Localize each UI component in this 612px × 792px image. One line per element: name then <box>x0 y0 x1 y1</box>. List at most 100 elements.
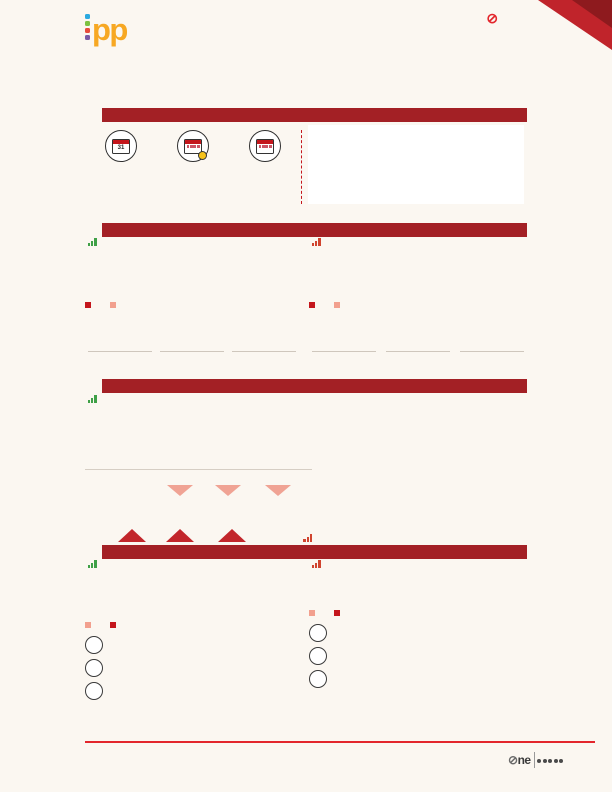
hbar-row <box>309 668 527 688</box>
legend-swatch-red <box>334 610 340 616</box>
down-arrow <box>251 485 305 497</box>
bar-category <box>383 354 453 368</box>
hbar-row <box>309 645 527 665</box>
social-icon[interactable] <box>542 759 547 763</box>
twelve-decreases-column <box>309 560 527 691</box>
hbar-row <box>309 622 527 642</box>
legend-item-2025 <box>334 610 343 617</box>
bar-group <box>309 313 379 368</box>
bar-group <box>229 313 299 368</box>
variation-accumulated <box>160 130 226 181</box>
bar-category <box>157 354 227 368</box>
legend-item-current <box>85 302 94 309</box>
decrease-chart-icon <box>312 560 321 568</box>
up-arrow <box>105 528 159 542</box>
lodging-icon <box>85 636 103 654</box>
increase-chart-icon <box>88 238 97 246</box>
down-arrow <box>153 485 207 497</box>
one-footer-logo: ⊘ne <box>508 752 564 768</box>
social-icon[interactable] <box>548 759 553 763</box>
twelve-legend <box>85 622 299 629</box>
one-logo: ⊘ <box>462 11 522 26</box>
variation-monthly: 31 <box>88 130 154 181</box>
ipp-logo-dots-icon <box>85 14 90 40</box>
variation-indicators: 31 <box>88 130 298 181</box>
trend-chart-card <box>308 125 524 204</box>
twelve-legend <box>309 610 527 617</box>
year-text-column <box>320 414 527 428</box>
social-icon[interactable] <box>559 759 564 763</box>
up-arrow <box>153 528 207 542</box>
legend-item-2024 <box>85 622 94 629</box>
legend-swatch-salmon <box>309 610 315 616</box>
legend-swatch-red <box>85 302 91 308</box>
month-inc-bar-chart <box>85 313 299 368</box>
ship-icon <box>85 659 103 677</box>
calendar-31-icon: 31 <box>105 130 137 162</box>
month-legend <box>309 302 527 309</box>
calendar-clock-icon <box>177 130 209 162</box>
dashed-divider <box>301 130 302 204</box>
bar-group <box>383 313 453 368</box>
hbar-row <box>85 634 299 654</box>
up-arrow <box>205 528 259 542</box>
bar-group <box>457 313 527 368</box>
legend-item-previous <box>334 302 343 309</box>
bar-category <box>309 354 379 368</box>
section-title-variation <box>102 108 527 122</box>
legend-item-2025 <box>110 622 119 629</box>
decrease-chart-icon <box>303 534 312 542</box>
one-logo-o-icon: ⊘ <box>486 10 498 26</box>
bar-group <box>157 313 227 368</box>
down-arrows <box>85 485 312 542</box>
month-dec-bar-chart <box>309 313 527 368</box>
bulletin-info <box>250 33 527 38</box>
bar-group <box>85 313 155 368</box>
calendar-stack-icon <box>249 130 281 162</box>
airplane-icon <box>309 647 327 665</box>
year-arrows-chart <box>85 395 312 542</box>
twelve-dec-paragraph <box>309 570 527 608</box>
legend-item-previous <box>110 302 119 309</box>
twelve-increases-column <box>85 560 299 703</box>
decrease-chart-icon <box>312 238 321 246</box>
section-title-year <box>102 379 527 393</box>
social-icon[interactable] <box>537 759 542 763</box>
variation-12m <box>232 130 298 181</box>
legend-item-2024 <box>309 610 318 617</box>
legend-swatch-salmon <box>110 302 116 308</box>
legend-swatch-red <box>110 622 116 628</box>
month-dec-paragraph <box>309 249 527 298</box>
bar-category <box>229 354 299 368</box>
footer-rule <box>85 741 595 743</box>
up-arrow-labels <box>85 469 312 484</box>
month-increases-column <box>85 238 299 368</box>
trend-line-chart <box>312 128 520 182</box>
social-icons <box>537 759 564 763</box>
ipp-logo-letters: pp <box>92 12 128 47</box>
bar-category <box>85 354 155 368</box>
month-legend <box>85 302 299 309</box>
bar-category <box>457 354 527 368</box>
month-inc-paragraph <box>85 249 299 298</box>
legend-swatch-salmon <box>334 302 340 308</box>
legend-swatch-red <box>309 302 315 308</box>
travel-agency-icon <box>309 624 327 642</box>
increase-chart-icon <box>88 560 97 568</box>
month-decreases-column <box>309 238 527 371</box>
social-icon[interactable] <box>553 759 558 763</box>
section-title-month <box>102 223 527 237</box>
section-title-twelve <box>102 545 527 559</box>
legend-item-current <box>309 302 318 309</box>
twelve-inc-paragraph <box>85 570 299 620</box>
ipp-logo: pp <box>85 12 133 47</box>
pencil-icon <box>309 670 327 688</box>
hbar-row <box>85 680 299 700</box>
warehouse-icon <box>85 682 103 700</box>
down-arrow <box>201 485 255 497</box>
corner-ribbon-shadow <box>572 0 612 28</box>
legend-swatch-salmon <box>85 622 91 628</box>
increase-chart-icon <box>88 395 97 403</box>
hbar-row <box>85 657 299 677</box>
